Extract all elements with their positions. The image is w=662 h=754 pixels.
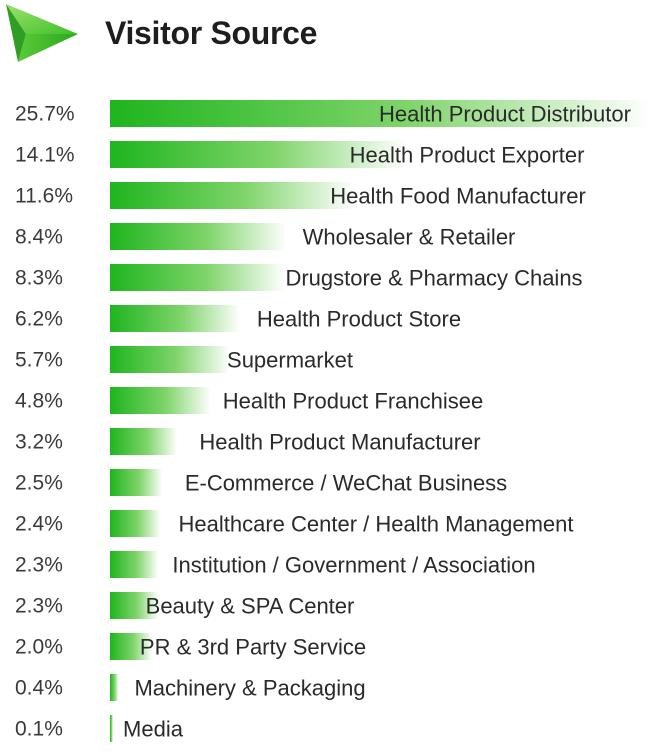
bar-row: 0.1% Media: [15, 715, 184, 742]
bar-row: 4.8% Health Product Franchisee: [15, 387, 483, 414]
category-label: Machinery & Packaging: [134, 676, 365, 701]
value-label: 8.4%: [15, 226, 63, 249]
bar-row: 14.1% Health Product Exporter: [15, 141, 584, 168]
value-label: 2.4%: [15, 513, 63, 536]
bar-row: 2.5% E-Commerce / WeChat Business: [15, 469, 507, 496]
bar: [110, 551, 159, 578]
bar: [110, 674, 119, 701]
category-label: Health Product Exporter: [350, 143, 585, 168]
bar-row: 8.3% Drugstore & Pharmacy Chains: [15, 264, 583, 291]
bar-row: 2.3% Institution / Government / Associati…: [15, 551, 536, 578]
bar: [110, 100, 650, 127]
category-label: Beauty & SPA Center: [146, 594, 355, 619]
page-title: Visitor Source: [105, 15, 318, 51]
category-label: PR & 3rd Party Service: [140, 635, 366, 660]
category-label: Health Product Distributor: [379, 102, 631, 127]
bar-row: 0.4% Machinery & Packaging: [15, 674, 366, 701]
bar-row: 8.4% Wholesaler & Retailer: [15, 223, 515, 250]
bar: [110, 715, 113, 742]
category-label: Media: [123, 717, 184, 742]
bar: [110, 510, 161, 537]
bar-row: 2.4% Healthcare Center / Health Managemen…: [15, 510, 574, 537]
chart-header: Visitor Source: [0, 0, 662, 80]
value-label: 2.0%: [15, 636, 63, 659]
value-label: 11.6%: [15, 185, 73, 208]
bar-row: 11.6% Health Food Manufacturer: [15, 182, 586, 209]
category-label: Healthcare Center / Health Management: [179, 512, 574, 537]
bar-row: 5.7% Supermarket: [15, 346, 353, 373]
value-label: 14.1%: [15, 144, 75, 167]
bar: [110, 141, 407, 168]
category-label: Health Food Manufacturer: [330, 184, 586, 209]
category-label: Health Product Franchisee: [223, 389, 483, 414]
value-label: 0.4%: [15, 677, 63, 700]
value-label: 8.3%: [15, 267, 63, 290]
value-label: 2.3%: [15, 595, 63, 618]
bar: [110, 633, 153, 660]
category-label: Institution / Government / Association: [172, 553, 535, 578]
bar: [110, 387, 211, 414]
value-label: 0.1%: [15, 718, 63, 741]
category-label: E-Commerce / WeChat Business: [185, 471, 507, 496]
value-label: 2.3%: [15, 554, 63, 577]
category-label: Health Product Manufacturer: [199, 430, 480, 455]
category-label: Drugstore & Pharmacy Chains: [285, 266, 582, 291]
bar: [110, 346, 230, 373]
value-label: 25.7%: [15, 103, 75, 126]
bar-row: 2.0% PR & 3rd Party Service: [15, 633, 366, 660]
bar: [110, 469, 163, 496]
bar: [110, 428, 178, 455]
category-label: Health Product Store: [257, 307, 461, 332]
category-label: Wholesaler & Retailer: [303, 225, 516, 250]
category-label: Supermarket: [227, 348, 353, 373]
bar: [110, 182, 354, 209]
value-label: 5.7%: [15, 349, 63, 372]
bar: [110, 223, 287, 250]
value-label: 4.8%: [15, 390, 63, 413]
value-label: 6.2%: [15, 308, 63, 331]
bar: [110, 264, 285, 291]
bar-row: 3.2% Health Product Manufacturer: [15, 428, 481, 455]
bar: [110, 592, 159, 619]
value-label: 2.5%: [15, 472, 63, 495]
value-label: 3.2%: [15, 431, 63, 454]
bar-row: 25.7% Health Product Distributor: [15, 100, 650, 127]
bar-row: 6.2% Health Product Store: [15, 305, 461, 332]
bar: [110, 305, 241, 332]
green-triangle-arrow-icon: [6, 4, 78, 62]
bar-row: 2.3% Beauty & SPA Center: [15, 592, 354, 619]
